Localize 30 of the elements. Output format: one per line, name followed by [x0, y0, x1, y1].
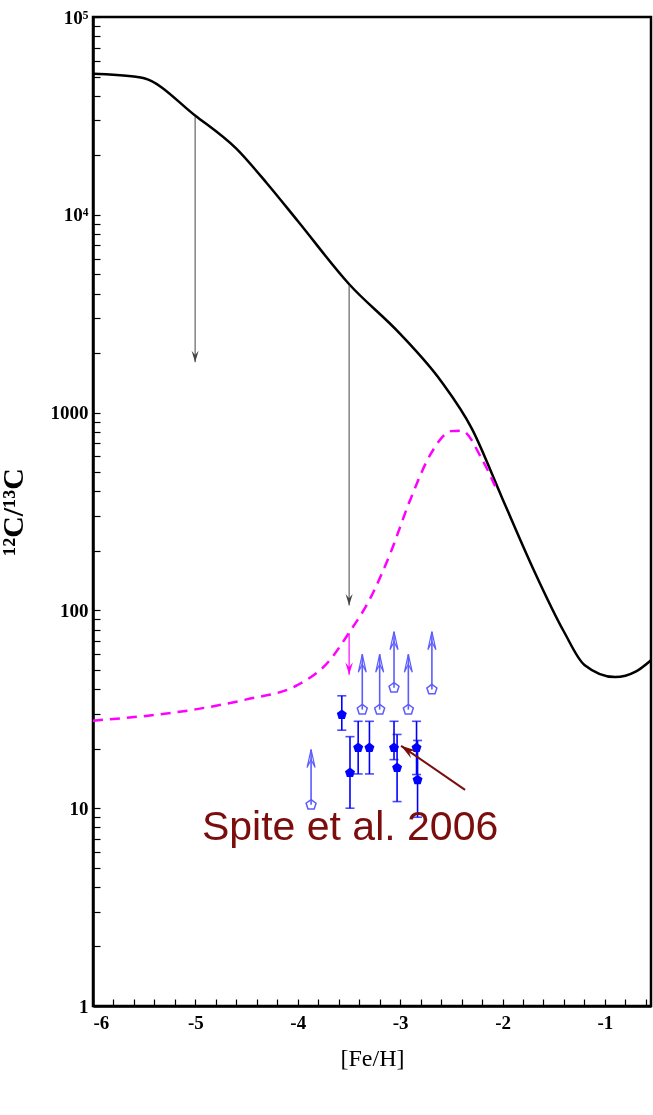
x-tick-label: -4	[290, 1011, 307, 1033]
y-tick-label: 10	[69, 797, 89, 819]
x-axis-title: [Fe/H]	[340, 1044, 405, 1071]
point	[364, 742, 375, 753]
point	[373, 703, 386, 715]
y-tick-label: 10⁴	[63, 204, 89, 226]
point	[356, 703, 369, 715]
y-axis-title: ¹²C/¹³C	[0, 468, 29, 556]
y-tick-label: 100	[60, 599, 89, 621]
point	[402, 703, 415, 715]
point	[426, 683, 438, 695]
y-tick-label: 1000	[50, 402, 89, 424]
x-tick-label: -3	[392, 1011, 409, 1033]
x-tick-label: -5	[187, 1011, 204, 1033]
y-tick-label: 1	[79, 995, 89, 1017]
point	[389, 742, 399, 753]
point	[412, 774, 423, 785]
x-tick-label: -6	[93, 1011, 110, 1033]
point	[411, 742, 422, 753]
x-tick-label: -2	[495, 1011, 511, 1033]
annotation: Spite et al. 2006	[201, 802, 499, 849]
x-tick-label: -1	[597, 1011, 614, 1033]
point	[388, 681, 400, 693]
point	[392, 762, 403, 773]
line-series	[91, 429, 499, 722]
point	[305, 798, 317, 810]
y-tick-label: 10⁵	[63, 6, 89, 28]
point	[336, 709, 347, 719]
point	[353, 742, 364, 753]
point	[345, 767, 355, 778]
